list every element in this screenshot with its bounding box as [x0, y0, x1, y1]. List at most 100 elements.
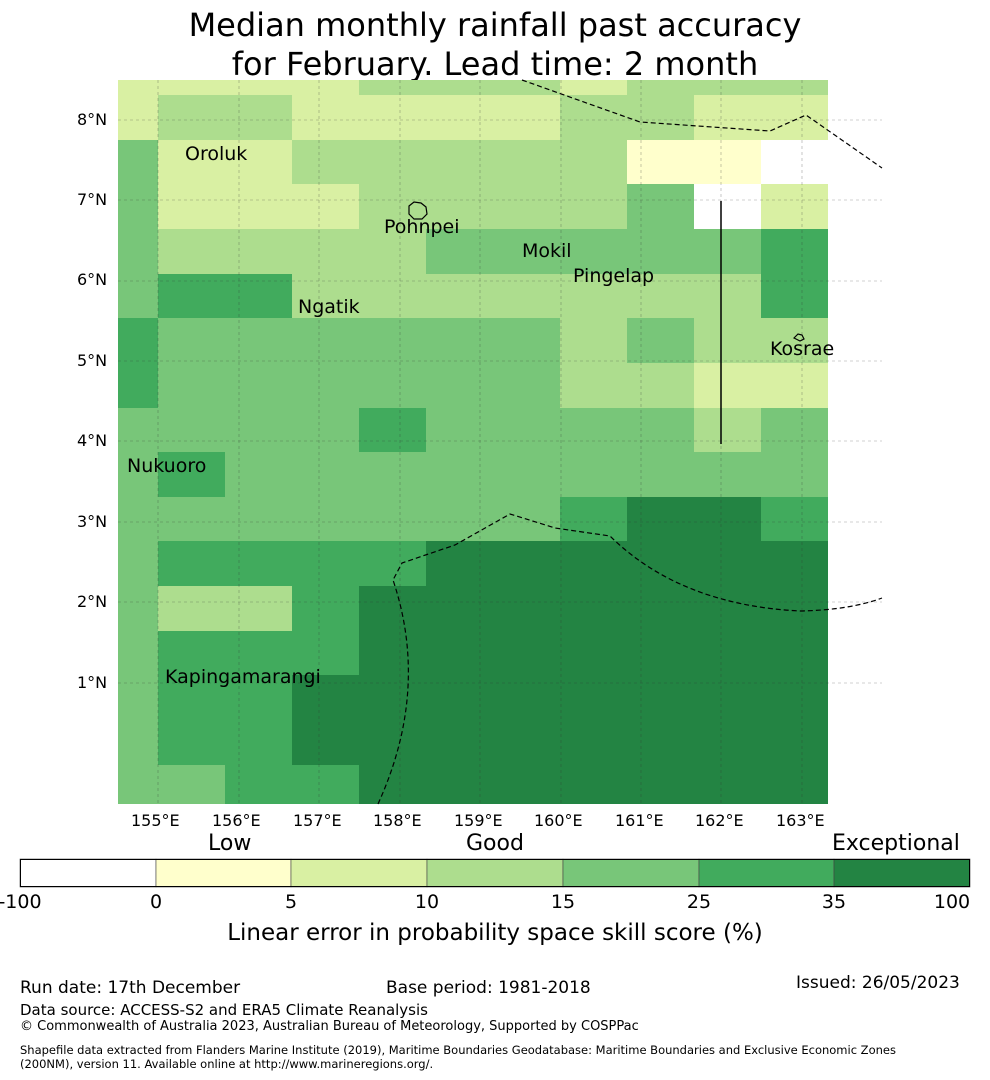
skill-cell [560, 229, 627, 274]
place-label-mokil: Mokil [522, 240, 572, 262]
colorbar-category-low: Low [208, 831, 252, 856]
skill-cell [359, 675, 426, 720]
skill-cell [426, 274, 493, 318]
skill-cell [225, 541, 292, 586]
skill-cell [158, 497, 225, 541]
eez-boundary-north [521, 79, 883, 169]
skill-cell [426, 541, 493, 586]
skill-cell [493, 765, 560, 804]
skill-grid [118, 80, 828, 804]
skill-cell [560, 675, 627, 720]
skill-cell [761, 541, 828, 586]
skill-cell [627, 140, 694, 184]
skill-cell [627, 318, 694, 363]
skill-cell [359, 720, 426, 765]
eez-boundaries [377, 79, 883, 805]
lat-tick: 2°N [77, 592, 108, 611]
skill-cell [694, 318, 761, 363]
skill-cell [694, 229, 761, 274]
skill-cell [118, 184, 158, 229]
colorbar-tick: 5 [284, 891, 298, 913]
colorbar [19, 858, 971, 888]
skill-cell [627, 274, 694, 318]
place-label-nukuoro: Nukuoro [127, 455, 207, 477]
colorbar-segment [833, 858, 971, 888]
colorbar-outline [20, 859, 970, 887]
base-period: Base period: 1981-2018 [386, 978, 591, 998]
skill-cell [761, 95, 828, 140]
skill-cell [225, 95, 292, 140]
lon-tick: 156°E [212, 811, 261, 830]
skill-cell [627, 765, 694, 804]
place-label-pingelap: Pingelap [573, 265, 655, 287]
skill-cell [158, 586, 225, 631]
place-label-oroluk: Oroluk [185, 143, 248, 165]
skill-cell [158, 184, 225, 229]
skill-cell [493, 586, 560, 631]
skill-cell [426, 675, 493, 720]
skill-cell [761, 274, 828, 318]
skill-cell [627, 184, 694, 229]
skill-cell [627, 586, 694, 631]
skill-cell [627, 541, 694, 586]
skill-cell [493, 80, 560, 95]
skill-cell [627, 80, 694, 95]
skill-cell [118, 586, 158, 631]
skill-cell [118, 408, 158, 452]
skill-cell [292, 675, 359, 720]
skill-cell [292, 140, 359, 184]
skill-cell [292, 408, 359, 452]
skill-cell [292, 765, 359, 804]
skill-cell [627, 95, 694, 140]
colorbar-segments [19, 858, 971, 888]
skill-cell [694, 184, 761, 229]
skill-cell [118, 541, 158, 586]
skill-cell [694, 274, 761, 318]
colorbar-segment [698, 858, 835, 888]
skill-cell [694, 497, 761, 541]
skill-cell [118, 452, 158, 497]
skill-cell [359, 274, 426, 318]
skill-cell [560, 274, 627, 318]
colorbar-segment [155, 858, 292, 888]
skill-cell [426, 140, 493, 184]
skill-cell [292, 452, 359, 497]
colorbar-segment [426, 858, 564, 888]
lat-tick: 3°N [77, 512, 108, 531]
skill-cell [761, 675, 828, 720]
skill-cell [426, 229, 493, 274]
skill-cell [158, 318, 225, 363]
skill-cell [627, 229, 694, 274]
skill-cell [694, 541, 761, 586]
skill-cell [493, 184, 560, 229]
skill-cell [359, 318, 426, 363]
skill-cell [560, 765, 627, 804]
skill-cell [359, 541, 426, 586]
colorbar-segment [562, 858, 700, 888]
skill-cell [493, 318, 560, 363]
skill-cell [225, 631, 292, 675]
skill-cell [694, 675, 761, 720]
skill-cell [359, 140, 426, 184]
skill-cell [158, 408, 225, 452]
lon-tick: 163°E [776, 811, 825, 830]
skill-cell [560, 408, 627, 452]
skill-cell [225, 765, 292, 804]
lat-tick: 7°N [77, 190, 108, 209]
skill-cell [292, 274, 359, 318]
skill-cell [359, 586, 426, 631]
skill-cell [761, 720, 828, 765]
place-label-kapingamarangi: Kapingamarangi [165, 666, 321, 688]
skill-cell [292, 541, 359, 586]
skill-cell [761, 363, 828, 408]
skill-cell [359, 80, 426, 95]
shapefile-credit-1: Shapefile data extracted from Flanders M… [20, 1043, 896, 1057]
skill-cell [627, 497, 694, 541]
skill-cell [225, 318, 292, 363]
colorbar-category-good: Good [466, 831, 524, 856]
lon-tick: 159°E [454, 811, 503, 830]
skill-cell [694, 631, 761, 675]
skill-cell [158, 720, 225, 765]
skill-cell [158, 140, 225, 184]
issued-date: Issued: 26/05/2023 [796, 973, 960, 993]
